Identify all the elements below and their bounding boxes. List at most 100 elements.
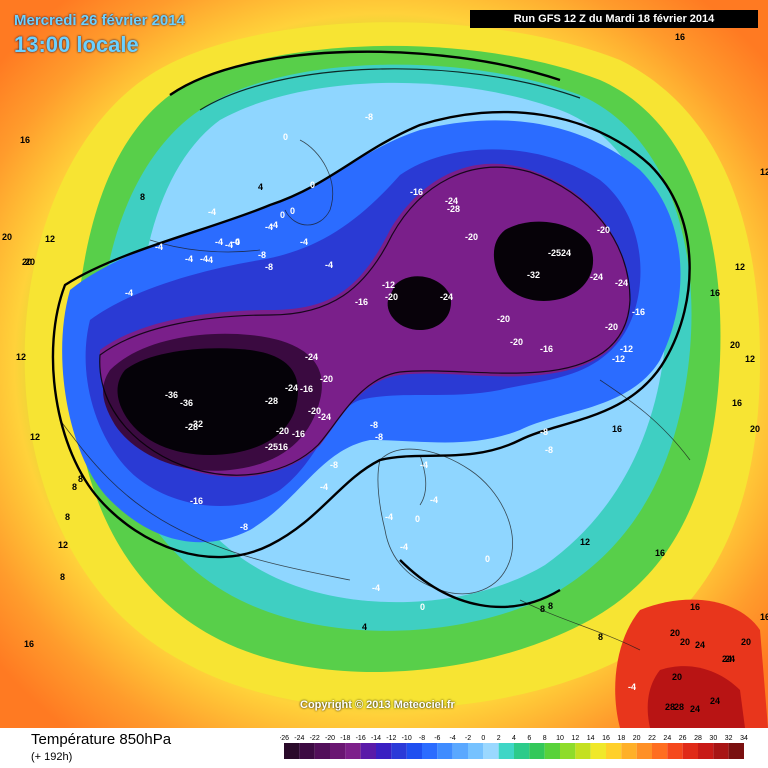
isotherm-value-label: 8 xyxy=(60,572,65,582)
legend-color-swatch xyxy=(667,743,683,759)
isotherm-value-label: -8 xyxy=(540,427,548,437)
isotherms-thin xyxy=(99,68,631,476)
isotherm-value-label: -4 xyxy=(208,207,216,217)
isotherm-value-label: 8 xyxy=(540,604,545,614)
legend-tick-label: 8 xyxy=(543,735,547,742)
legend-tick-label: -8 xyxy=(419,735,425,742)
isotherm-value-label: -20 xyxy=(510,337,523,347)
temp-zone-core-east xyxy=(493,221,594,301)
legend-tick-label: -18 xyxy=(340,735,350,742)
legend-color-swatch xyxy=(682,743,698,759)
isotherm-value-label: -8 xyxy=(365,112,373,122)
legend-color-swatch xyxy=(376,743,392,759)
legend-tick-label: -24 xyxy=(294,735,304,742)
isotherm-value-label: -4 xyxy=(155,242,163,252)
isotherm-value-label: 0 xyxy=(280,210,285,220)
isotherm-value-label: 0 xyxy=(420,602,425,612)
copyright-notice: Copyright © 2013 Meteociel.fr xyxy=(300,699,455,711)
isotherm-value-label: 0 xyxy=(415,514,420,524)
isotherm-value-label: 16 xyxy=(24,639,34,649)
isotherm-value-label: 20 xyxy=(2,232,12,242)
isotherm-value-label: 12 xyxy=(580,537,590,547)
isotherm-value-label: -4 xyxy=(200,254,208,264)
isotherm-value-label: -8 xyxy=(265,262,273,272)
isotherm-value-label: -16 xyxy=(300,384,313,394)
model-run-banner: Run GFS 12 Z du Mardi 18 février 2014 xyxy=(470,10,758,28)
isotherm-value-label: -28 xyxy=(447,204,460,214)
isotherm-value-label: -20 xyxy=(276,426,289,436)
isotherm-value-label: -24 xyxy=(305,352,318,362)
isotherm-value-label: 24 xyxy=(710,696,720,706)
legend-tick-label: -22 xyxy=(310,735,320,742)
isotherm-value-label: 28 xyxy=(665,702,675,712)
temperature-map: -36-36-32-28-28-24-24-20-16-20-24-20 -16-… xyxy=(0,0,768,728)
isotherm-value-label: -20 xyxy=(497,314,510,324)
isotherm-value-label: -20 xyxy=(320,374,333,384)
legend-tick-label: 24 xyxy=(663,735,671,742)
isotherm-value-label: -24 xyxy=(318,412,331,422)
isotherm-value-label: 16 xyxy=(675,32,685,42)
forecast-date: Mercredi 26 février 2014 xyxy=(14,12,185,29)
isotherm-value-label: -16 xyxy=(190,496,203,506)
legend-color-swatch xyxy=(514,743,530,759)
map-value-labels: -36-36-32-28-28-24-24-20-16-20-24-20 -16-… xyxy=(2,32,768,714)
isotherm-value-label: 0 xyxy=(283,132,288,142)
isotherm-value-label: -36 xyxy=(180,398,193,408)
isotherm-value-label: -4 xyxy=(205,255,213,265)
isotherm-value-label: -28 xyxy=(265,396,278,406)
legend-color-swatch xyxy=(391,743,407,759)
legend-tick-label: 18 xyxy=(617,735,625,742)
legend-color-swatch xyxy=(345,743,361,759)
isotherm-value-label: 12 xyxy=(16,352,26,362)
legend-tick-label: 22 xyxy=(648,735,656,742)
isotherm-value-label: -24 xyxy=(445,196,458,206)
isotherm-value-label: 20 xyxy=(25,257,35,267)
isotherm-value-label: -4 xyxy=(420,460,428,470)
isotherm-value-label: 16 xyxy=(655,548,665,558)
isotherm-value-label: -4 xyxy=(372,583,380,593)
isotherm-value-label: -20 xyxy=(385,292,398,302)
isotherm-value-label: -4 xyxy=(185,254,193,264)
isotherm-value-label: -12 xyxy=(620,344,633,354)
isotherm-value-label: -20 xyxy=(597,225,610,235)
isotherm-value-label: -4 xyxy=(232,237,240,247)
isotherm-value-label: 12 xyxy=(30,432,40,442)
legend-color-swatch xyxy=(330,743,346,759)
legend-color-swatch xyxy=(575,743,591,759)
isotherm-value-label: 20 xyxy=(730,340,740,350)
isotherm-value-label: 8 xyxy=(65,512,70,522)
isotherm-value-label: 24 xyxy=(722,654,732,664)
legend-tick-label: 16 xyxy=(602,735,610,742)
legend-color-swatch xyxy=(406,743,422,759)
legend-color-swatch xyxy=(698,743,714,759)
legend-tick-label: 28 xyxy=(694,735,702,742)
isotherm-value-label: 16 xyxy=(612,424,622,434)
isotherm-value-label: 8 xyxy=(72,482,77,492)
isotherm-value-label: -28 xyxy=(185,422,198,432)
legend-tick-label: 20 xyxy=(633,735,641,742)
isotherm-value-label: -16 xyxy=(410,187,423,197)
isotherm-value-label: -4 xyxy=(215,237,223,247)
isotherm-value-label: -16 xyxy=(540,344,553,354)
temp-zone-core-mid xyxy=(387,276,451,330)
isotherm-value-label: 24 xyxy=(695,640,705,650)
isotherm-value-label: -4 xyxy=(225,240,233,250)
isotherm-value-label: 16 xyxy=(710,288,720,298)
legend-color-swatch xyxy=(652,743,668,759)
isotherm-value-label: -20 xyxy=(605,322,618,332)
legend-color-swatch xyxy=(452,743,468,759)
isotherm-value-label: -8 xyxy=(258,250,266,260)
legend-color-swatch xyxy=(713,743,729,759)
isotherm-value-label: -24 xyxy=(590,272,603,282)
legend-color-swatch xyxy=(299,743,315,759)
isotherm-value-label: 12 xyxy=(45,234,55,244)
isotherm-value-label: -24 xyxy=(440,292,453,302)
temp-zone-hot-core xyxy=(647,666,745,728)
isotherm-value-label: -4 xyxy=(400,542,408,552)
legend-color-swatch xyxy=(360,743,376,759)
isotherm-value-label: -8 xyxy=(375,432,383,442)
legend-tick-label: 4 xyxy=(512,735,516,742)
isotherm-value-label: 16 xyxy=(760,612,768,622)
isotherm-value-label: -12 xyxy=(612,354,625,364)
isotherm-value-label: -8 xyxy=(240,522,248,532)
